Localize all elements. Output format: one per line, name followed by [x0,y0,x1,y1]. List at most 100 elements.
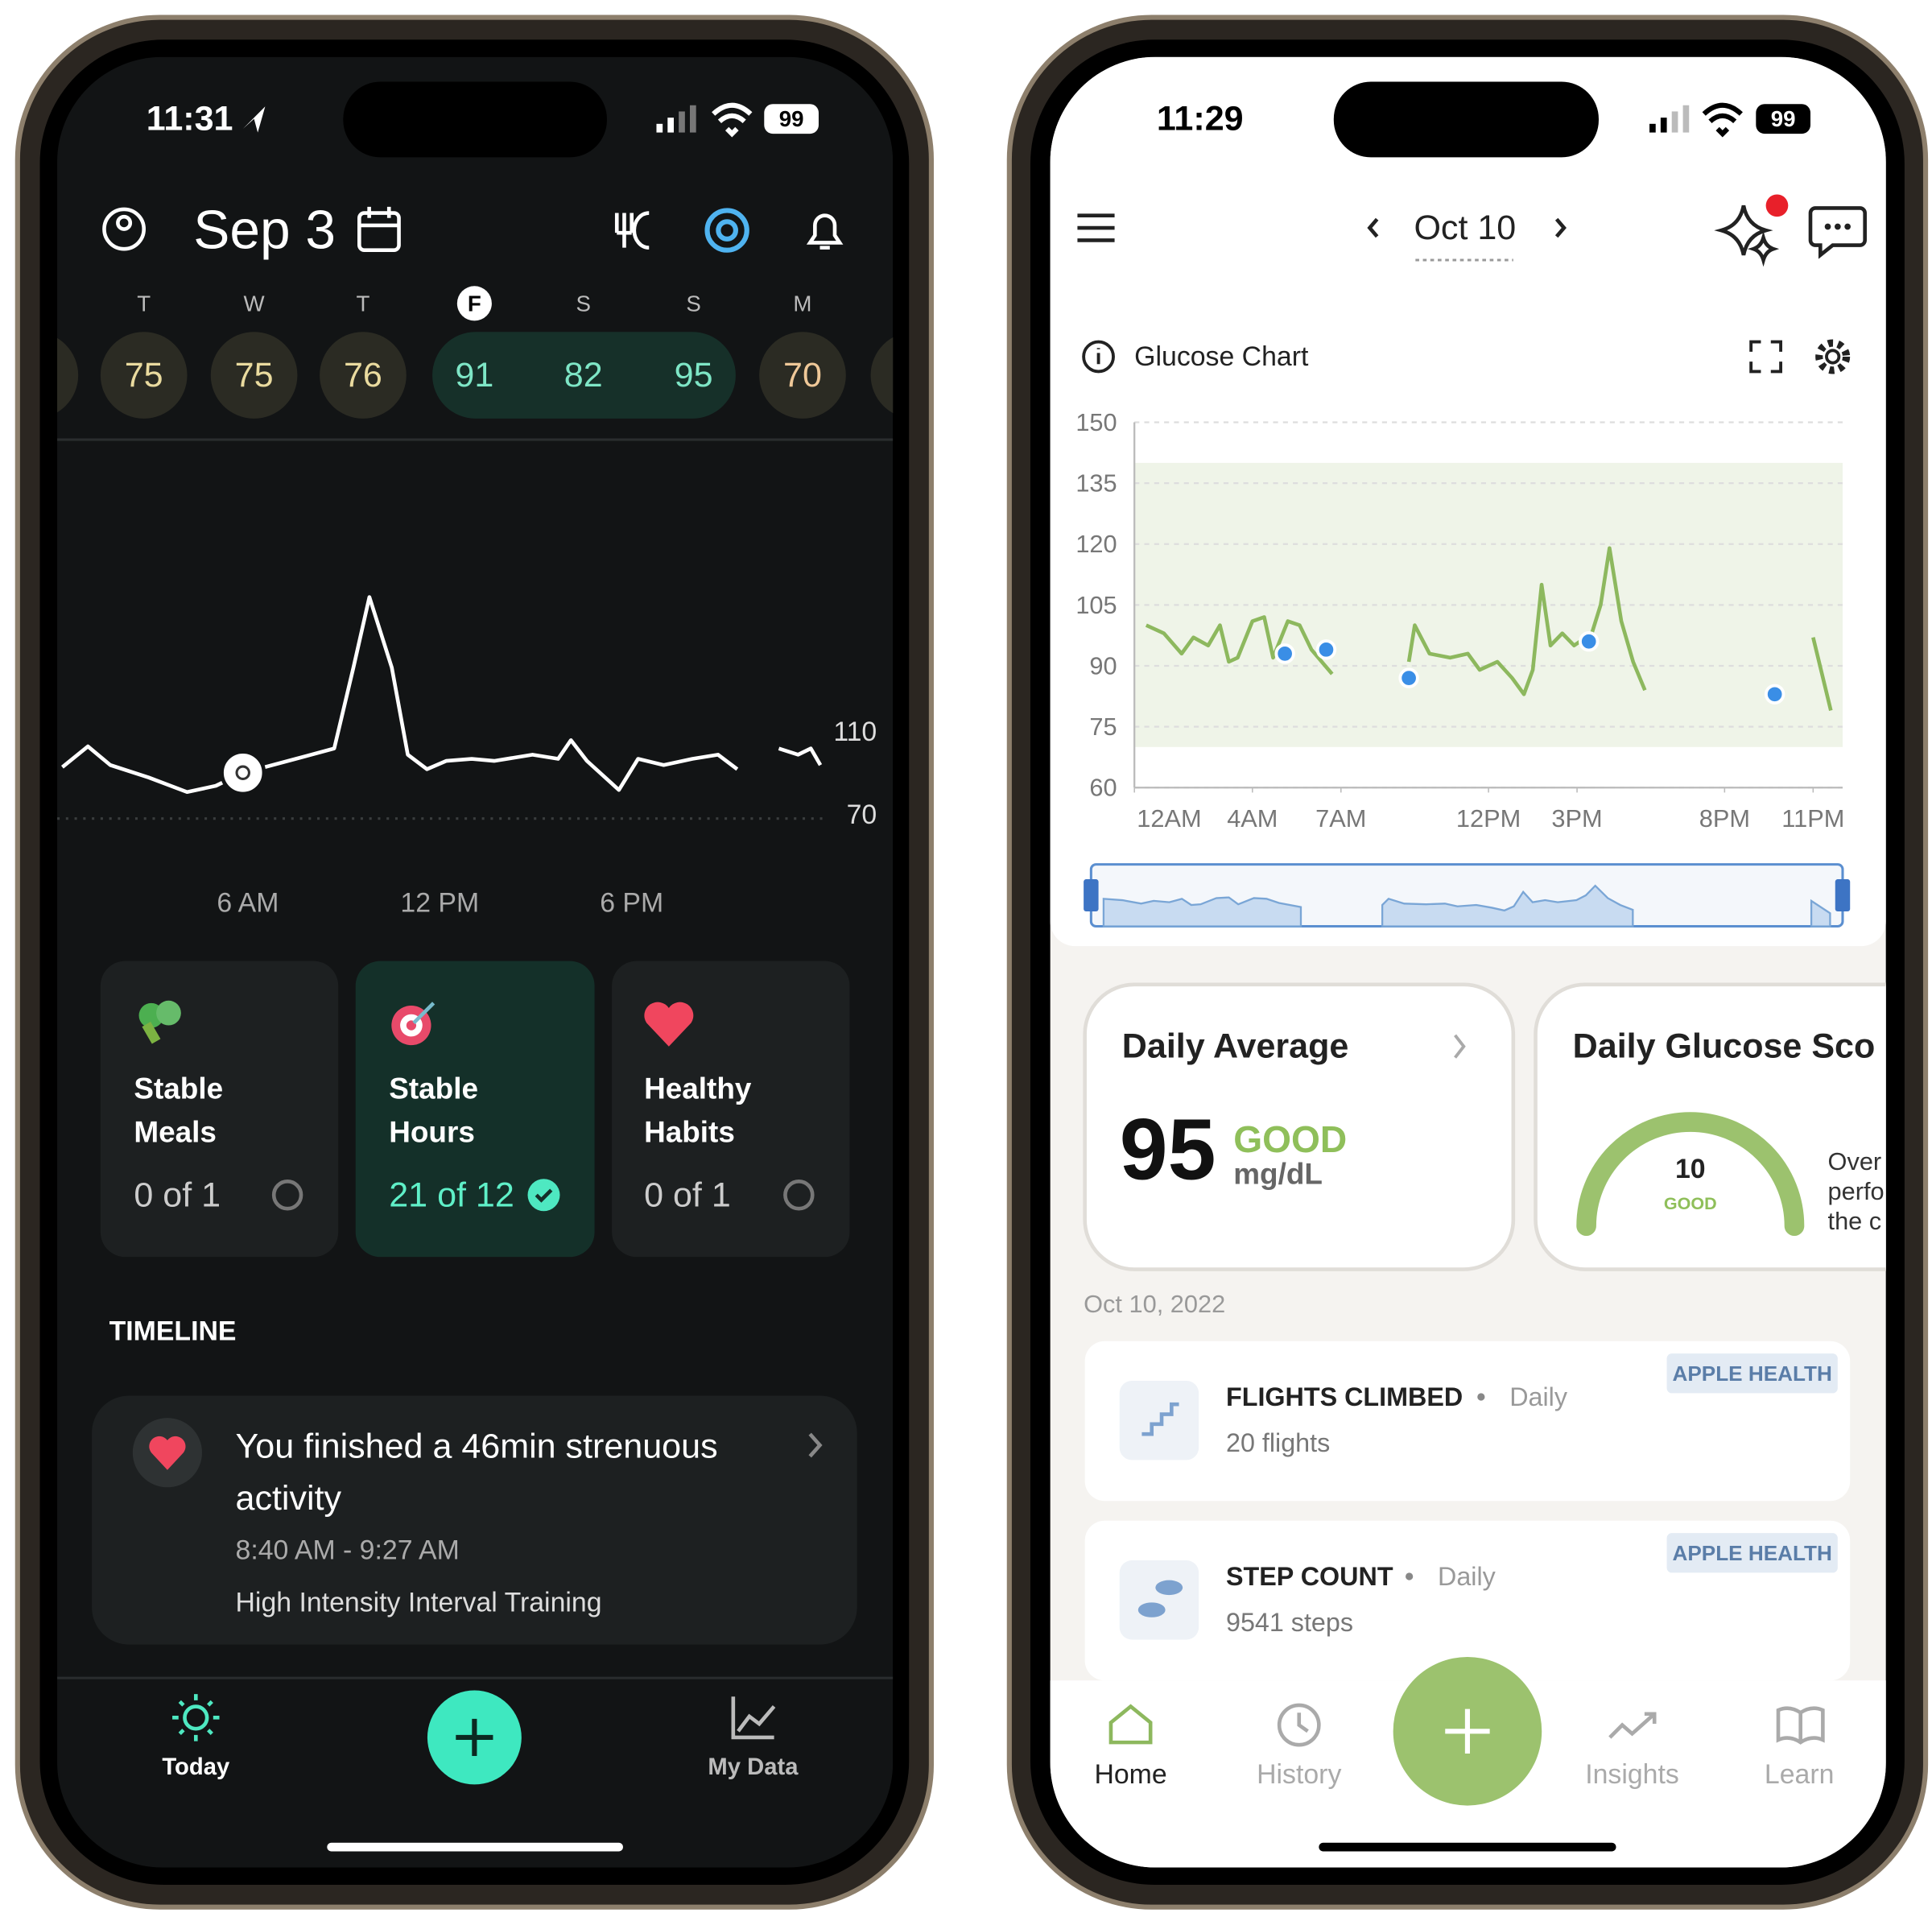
weekday: T [356,291,369,316]
settings-icon[interactable] [1815,339,1851,374]
y-tick-label: 90 [1089,651,1117,680]
score-value: 10 [1675,1154,1706,1184]
card-title: Stable [389,1072,478,1105]
ai-icon[interactable] [1714,205,1780,267]
nav-label: Learn [1765,1759,1835,1790]
day-score: 70 [783,356,822,395]
average-rating: GOOD [1233,1118,1347,1160]
card-progress: 0 of 1 [134,1175,221,1214]
calendar-icon[interactable] [357,206,401,253]
home-indicator [1319,1842,1616,1852]
meal-marker [1764,684,1785,704]
average-value: 95 [1120,1101,1216,1197]
battery-icon [764,104,819,134]
day-score: 95 [675,356,713,395]
metric-title: FLIGHTS CLIMBED [1226,1382,1463,1411]
date: Sep 3 [193,200,336,261]
steps-icon-bg [1119,1560,1199,1640]
expand-icon[interactable] [1749,340,1783,374]
bell-icon[interactable] [806,213,844,250]
home-icon[interactable] [1108,1704,1153,1745]
meal-marker [1315,639,1337,660]
profile-icon[interactable] [102,207,146,251]
nav-label: Home [1094,1759,1166,1790]
weekday: W [244,291,266,316]
x-tick-label: 6 AM [217,887,279,918]
home-indicator [327,1842,623,1852]
stairs-icon-bg [1119,1380,1199,1460]
day-score: 75 [125,356,163,395]
y-tick-label: 135 [1075,469,1117,498]
glucose-line [1145,546,1833,711]
target-icon[interactable] [704,208,749,253]
timeline-title: You finished a 46min strenuous [236,1427,718,1466]
y-tick-label: 70 [847,799,877,830]
location-icon [242,106,266,133]
signal-icon [1649,105,1690,133]
insights-icon[interactable] [1608,1712,1657,1739]
notification-dot [1765,194,1789,217]
broccoli-icon [138,1000,181,1044]
my-data-icon[interactable] [731,1696,776,1740]
today-icon[interactable] [172,1694,220,1741]
next-day[interactable] [1554,217,1567,238]
navigator-handle [1835,879,1851,912]
weekday: S [686,291,700,316]
nav-label: History [1257,1759,1341,1790]
metric-card[interactable] [1084,1520,1851,1681]
timeline-card[interactable] [92,1395,857,1645]
x-tick-label: 6 PM [600,887,663,918]
y-tick-label: 75 [1089,713,1117,741]
x-tick-label: 12 PM [400,887,479,918]
card-title: Healthy [644,1072,752,1105]
heart-icon [149,1436,186,1470]
average-card[interactable] [1083,982,1516,1271]
score-rating: GOOD [1664,1194,1717,1213]
event-marker [220,750,266,796]
day-score: 76 [344,356,382,395]
learn-icon[interactable] [1776,1706,1825,1745]
score-bubble [870,332,894,419]
target-range [1134,462,1843,747]
signal-icon [656,105,696,133]
history-icon[interactable] [1277,1703,1321,1747]
weekday: S [576,291,590,316]
status-time: 11:29 [1157,100,1244,138]
dynamic-island [343,81,607,158]
y-tick-label: 60 [1089,774,1117,802]
day-score: 75 [235,356,274,395]
incomplete-icon [783,1180,815,1211]
battery-level: 99 [779,106,804,131]
status-time: 11:31 [147,100,233,138]
chevron [1454,1034,1466,1059]
stairs-icon [1141,1402,1179,1436]
menu-icon[interactable] [1077,213,1115,242]
metric-title: STEP COUNT [1226,1562,1393,1591]
y-tick-label: 110 [833,717,877,747]
food-icon[interactable] [614,211,650,250]
left-screen: 70 110 6 AM 12 PM 6 PM 11:31 99 Sep 3 T 75 W 75 T 76… [57,56,894,1868]
x-tick-label: 12PM [1456,804,1521,832]
chat-icon[interactable] [1808,206,1867,259]
card-title: Daily Glucose Sco [1573,1027,1876,1066]
info-icon[interactable] [1082,340,1115,374]
chart: 70 110 6 AM 12 PM 6 PM [57,595,877,918]
y-tick-label: 150 [1075,408,1117,436]
navigator-area [1102,884,1831,928]
source-badge [1666,1533,1838,1573]
x-tick-label: 7AM [1315,804,1366,832]
metric-source: APPLE HEALTH [1673,1361,1832,1386]
metric-frequency: Daily [1509,1382,1568,1411]
day-score: 91 [455,356,493,395]
right-screen: 60 75 90 105 120 135 150 12AM 4AM 7AM 12PM 3PM 8PM 11… [1050,56,1886,1868]
metric-card[interactable] [1084,1341,1851,1502]
week-highlight [432,332,736,419]
score-bubble [320,332,407,419]
prev-day[interactable] [1367,217,1379,238]
source-badge [1666,1353,1838,1394]
meal-marker [1398,667,1419,688]
check [535,1188,553,1203]
score-gauge [1576,1112,1805,1237]
